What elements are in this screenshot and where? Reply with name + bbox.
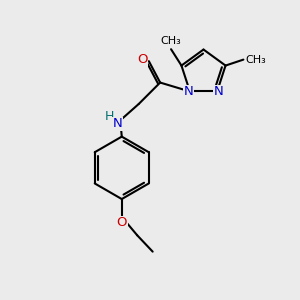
Text: CH₃: CH₃: [245, 55, 266, 64]
Text: O: O: [116, 216, 127, 229]
Text: CH₃: CH₃: [161, 36, 182, 46]
Text: N: N: [112, 117, 122, 130]
Text: H: H: [105, 110, 115, 123]
Text: O: O: [137, 53, 148, 66]
Text: N: N: [184, 85, 193, 98]
Text: N: N: [214, 85, 224, 98]
